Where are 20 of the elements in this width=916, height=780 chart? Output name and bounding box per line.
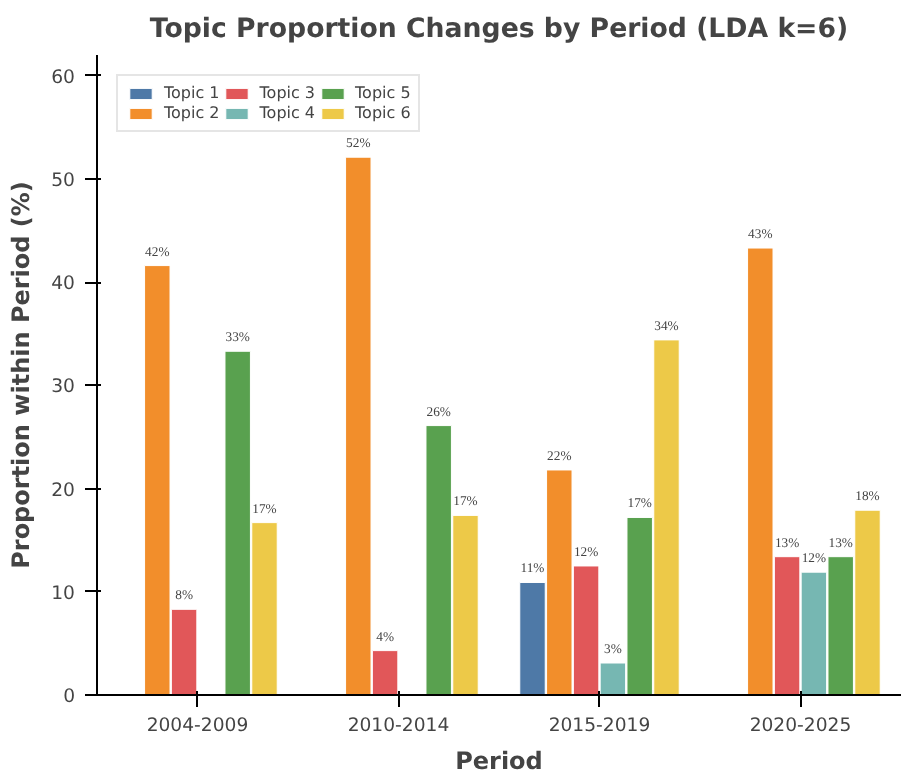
legend-label: Topic 4	[259, 104, 316, 122]
y-tick-label: 50	[51, 169, 76, 192]
y-tick-label: 30	[51, 376, 76, 399]
x-tick-label: 2020-2025	[749, 715, 852, 737]
legend-label: Topic 2	[164, 104, 220, 122]
y-tick-label: 40	[51, 273, 76, 296]
chart-title: Topic Proportion Changes by Period (LDA k=6)	[149, 15, 849, 45]
legend-label: Topic 1	[164, 84, 220, 102]
y-axis-title: Proportion within Period (%)	[7, 181, 36, 569]
legend-label: Topic 3	[259, 84, 316, 102]
x-tick-label: 2010-2014	[347, 715, 450, 737]
legend-label: Topic 5	[355, 84, 411, 102]
x-axis-title: Period	[455, 747, 543, 775]
y-tick-label: 0	[63, 686, 76, 708]
legend-label: Topic 6	[355, 104, 411, 122]
y-tick-label: 60	[51, 66, 76, 89]
y-tick-label: 20	[51, 479, 76, 502]
x-tick-label: 2015-2019	[548, 715, 651, 737]
x-tick-label: 2004-2009	[146, 715, 249, 737]
y-tick-label: 10	[51, 582, 76, 605]
